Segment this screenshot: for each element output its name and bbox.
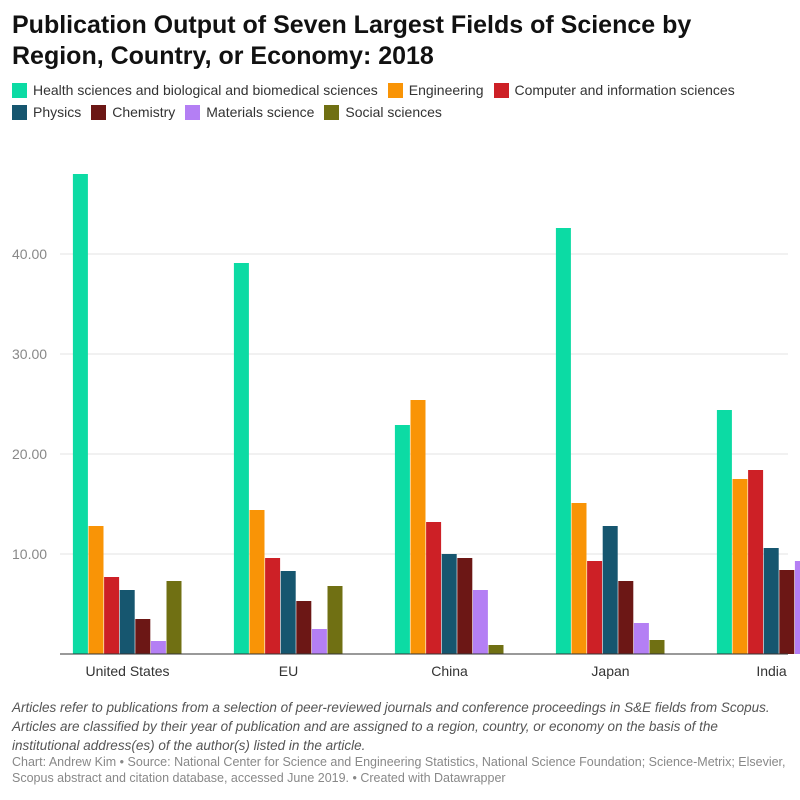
bar: [327, 586, 343, 654]
x-category-label: Japan: [591, 663, 629, 679]
bar: [571, 503, 587, 654]
y-tick-label: 30.00: [12, 346, 47, 362]
bar: [763, 548, 779, 654]
y-tick-label: 40.00: [12, 246, 47, 262]
bar-chart: 10.00 20.00 30.00 40.00 United States EU China…: [12, 174, 800, 679]
legend-item: Computer and information sciences: [493, 82, 735, 99]
legend-swatch: [387, 83, 403, 98]
legend-swatch: [12, 83, 27, 98]
legend: Health sciences and biological and biome…: [12, 82, 788, 121]
legend-swatch: [185, 105, 201, 120]
legend-item: Physics: [12, 104, 81, 121]
legend-swatch: [91, 105, 107, 120]
legend-label: Materials science: [206, 104, 315, 120]
bar: [394, 425, 410, 654]
legend-item: Engineering: [387, 82, 484, 99]
bar: [88, 526, 104, 654]
bar: [296, 601, 312, 654]
bar: [150, 641, 166, 654]
bar: [311, 629, 327, 654]
bar: [249, 510, 265, 654]
x-category-label: China: [431, 663, 468, 679]
legend-item: Health sciences and biological and biome…: [12, 82, 378, 99]
bar: [555, 228, 571, 654]
legend-label: Social sciences: [345, 104, 442, 120]
y-tick-label: 10.00: [12, 546, 47, 562]
bar: [265, 558, 281, 654]
bar: [135, 619, 151, 654]
bar: [748, 470, 764, 654]
bar: [472, 590, 488, 654]
legend-swatch: [12, 105, 27, 120]
chart-notes: Articles refer to publications from a se…: [12, 700, 770, 753]
legend-label: Engineering: [408, 82, 484, 98]
x-category-label: United States: [85, 663, 169, 679]
legend-swatch: [493, 83, 509, 98]
bar: [587, 561, 603, 654]
chart-credit: Chart: Andrew Kim • Source: National Cen…: [12, 755, 786, 785]
bar: [457, 558, 473, 654]
bar: [441, 554, 457, 654]
legend-label: Chemistry: [112, 104, 176, 120]
y-tick-label: 20.00: [12, 446, 47, 462]
x-category-label: EU: [279, 663, 298, 679]
legend-item: Chemistry: [91, 104, 175, 121]
x-category-label: India: [756, 663, 787, 679]
bar: [410, 400, 426, 654]
chart-title: Publication Output of Seven Largest Fiel…: [12, 11, 692, 70]
legend-label: Computer and information sciences: [514, 82, 735, 98]
legend-item: Materials science: [185, 104, 314, 121]
bar: [633, 623, 649, 654]
bar: [732, 479, 748, 654]
bar: [119, 590, 135, 654]
legend-item: Social sciences: [324, 104, 442, 121]
bar: [618, 581, 634, 654]
bar: [779, 570, 795, 654]
legend-label: Health sciences and biological and biome…: [33, 82, 378, 98]
bar: [280, 571, 296, 654]
legend-swatch: [324, 105, 340, 120]
bar: [716, 410, 732, 654]
bar: [166, 581, 182, 654]
bar: [426, 522, 442, 654]
bar: [233, 263, 249, 654]
bar: [649, 640, 665, 654]
bar: [794, 561, 800, 654]
legend-label: Physics: [33, 104, 82, 120]
bar: [104, 577, 120, 654]
bar: [488, 645, 504, 654]
bar: [72, 174, 88, 654]
bar: [602, 526, 618, 654]
